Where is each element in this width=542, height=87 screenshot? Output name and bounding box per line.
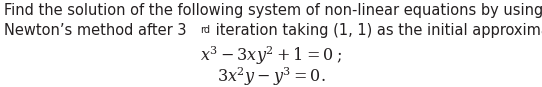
Text: iteration taking (1, 1) as the initial approximation:: iteration taking (1, 1) as the initial a… [211, 23, 542, 38]
Text: $x^3-3xy^2+1=0\;$;: $x^3-3xy^2+1=0\;$; [199, 44, 343, 67]
Text: Newton’s method after 3: Newton’s method after 3 [4, 23, 186, 38]
Text: rd: rd [200, 25, 210, 35]
Text: Find the solution of the following system of non-linear equations by using: Find the solution of the following syste… [4, 3, 542, 18]
Text: $3x^2y-y^3=0.$: $3x^2y-y^3=0.$ [217, 65, 325, 87]
